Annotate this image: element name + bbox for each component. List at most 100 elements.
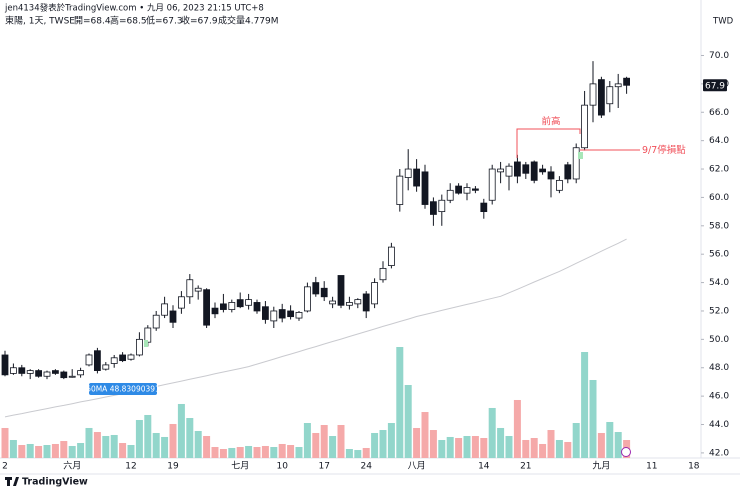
candle-body <box>396 175 404 205</box>
volume-bar <box>144 414 152 458</box>
y-tick-label: 64.0 <box>709 136 729 146</box>
y-tick-label: 42.0 <box>709 448 729 458</box>
volume-bar <box>446 436 454 458</box>
volume-bar <box>9 439 17 458</box>
candle-body <box>152 314 160 329</box>
logo-part <box>13 477 19 486</box>
legend-volume: 成交量4.779M <box>218 15 279 27</box>
x-tick-label: 11 <box>646 462 657 472</box>
volume-bar <box>135 419 143 458</box>
volume-bar <box>530 437 538 458</box>
candle-body <box>278 309 286 319</box>
volume-bar <box>413 427 421 458</box>
candle-body <box>463 187 471 194</box>
candle-body <box>413 168 421 187</box>
candle-body <box>623 77 630 86</box>
y-tick-label: 58.0 <box>709 221 729 231</box>
volume-bar <box>261 445 269 458</box>
candle-body <box>556 179 563 191</box>
volume-bar <box>597 432 605 458</box>
candle-body <box>303 286 311 312</box>
candle-body <box>9 367 17 374</box>
volume-bar <box>497 427 505 458</box>
volume-bar <box>614 432 622 458</box>
candle-body <box>598 79 605 116</box>
volume-bar <box>219 448 227 458</box>
volume-bar <box>539 443 547 458</box>
candle-body <box>497 168 505 173</box>
x-tick-label: 18 <box>688 462 700 472</box>
volume-bar <box>211 447 219 458</box>
volume-bar <box>228 447 236 458</box>
candle-body <box>581 104 588 149</box>
candle-body <box>404 168 412 178</box>
candle-body <box>18 367 26 374</box>
candle-body <box>68 375 76 378</box>
volume-bar <box>194 430 202 458</box>
candle-body <box>547 171 555 180</box>
candle-body <box>119 354 126 362</box>
x-tick-label: 12 <box>125 462 136 472</box>
x-tick-label: 七月 <box>231 461 249 472</box>
candle-body <box>371 282 379 305</box>
event-marker <box>621 447 631 457</box>
volume-bar <box>295 447 303 458</box>
volume-bar <box>505 436 513 458</box>
candle-body <box>488 168 496 201</box>
volume-bar <box>429 430 437 458</box>
volume-bar <box>186 417 194 458</box>
candle-body <box>94 350 101 371</box>
x-tick-label: 九月 <box>592 461 610 472</box>
candle-body <box>177 296 185 309</box>
volume-bar <box>345 448 353 458</box>
volume-bar <box>488 407 496 458</box>
candle-body <box>1 354 9 376</box>
y-tick-label: 44.0 <box>709 420 729 430</box>
volume-bar <box>253 447 261 458</box>
volume-bar <box>127 445 135 458</box>
x-tick-label: 2 <box>2 462 8 472</box>
volume-bar <box>43 445 51 458</box>
volume-bar <box>93 432 101 458</box>
volume-bar <box>26 443 34 458</box>
y-tick-label: 48.0 <box>709 363 729 373</box>
volume-bar <box>102 436 110 458</box>
candle-body <box>186 279 194 298</box>
volume-bar <box>68 445 76 458</box>
candle-body <box>429 201 437 215</box>
candle-body <box>438 199 446 213</box>
volume-bar <box>278 443 286 458</box>
candle-body <box>287 310 295 318</box>
volume-bar <box>564 441 572 458</box>
y-tick-label: 46.0 <box>709 392 729 402</box>
annotation: 9/7停損點 <box>642 144 686 156</box>
candle-body <box>203 289 211 326</box>
currency: TWD <box>712 17 734 27</box>
highlight <box>578 152 583 159</box>
candle-body <box>387 246 395 266</box>
brand: TradingView <box>22 477 88 488</box>
candle-body <box>270 310 278 322</box>
volume-bar <box>236 447 244 458</box>
candle-body <box>211 307 219 315</box>
x-tick-label: 24 <box>360 462 372 472</box>
y-tick-label: 62.0 <box>709 165 729 175</box>
y-tick-label: 56.0 <box>709 250 729 260</box>
annotation-line <box>516 128 581 158</box>
candle-body <box>471 188 479 191</box>
candle-body <box>102 364 110 370</box>
volume-bar <box>51 443 59 458</box>
candle-body <box>354 299 362 305</box>
candle-body <box>219 303 227 310</box>
y-tick-label: 66.0 <box>709 108 729 118</box>
volume-bar <box>522 439 530 458</box>
footer-logo <box>5 477 19 486</box>
legend-low: 低=67.3 <box>146 15 183 27</box>
volume-bar <box>379 430 387 458</box>
x-tick-label: 六月 <box>63 460 81 472</box>
volume-bar <box>396 347 404 458</box>
last-price-label: 67.9 <box>705 81 725 91</box>
volume-bar <box>455 437 463 458</box>
legend-open: 開=68.4 <box>74 16 111 27</box>
volume-bar <box>18 445 26 458</box>
